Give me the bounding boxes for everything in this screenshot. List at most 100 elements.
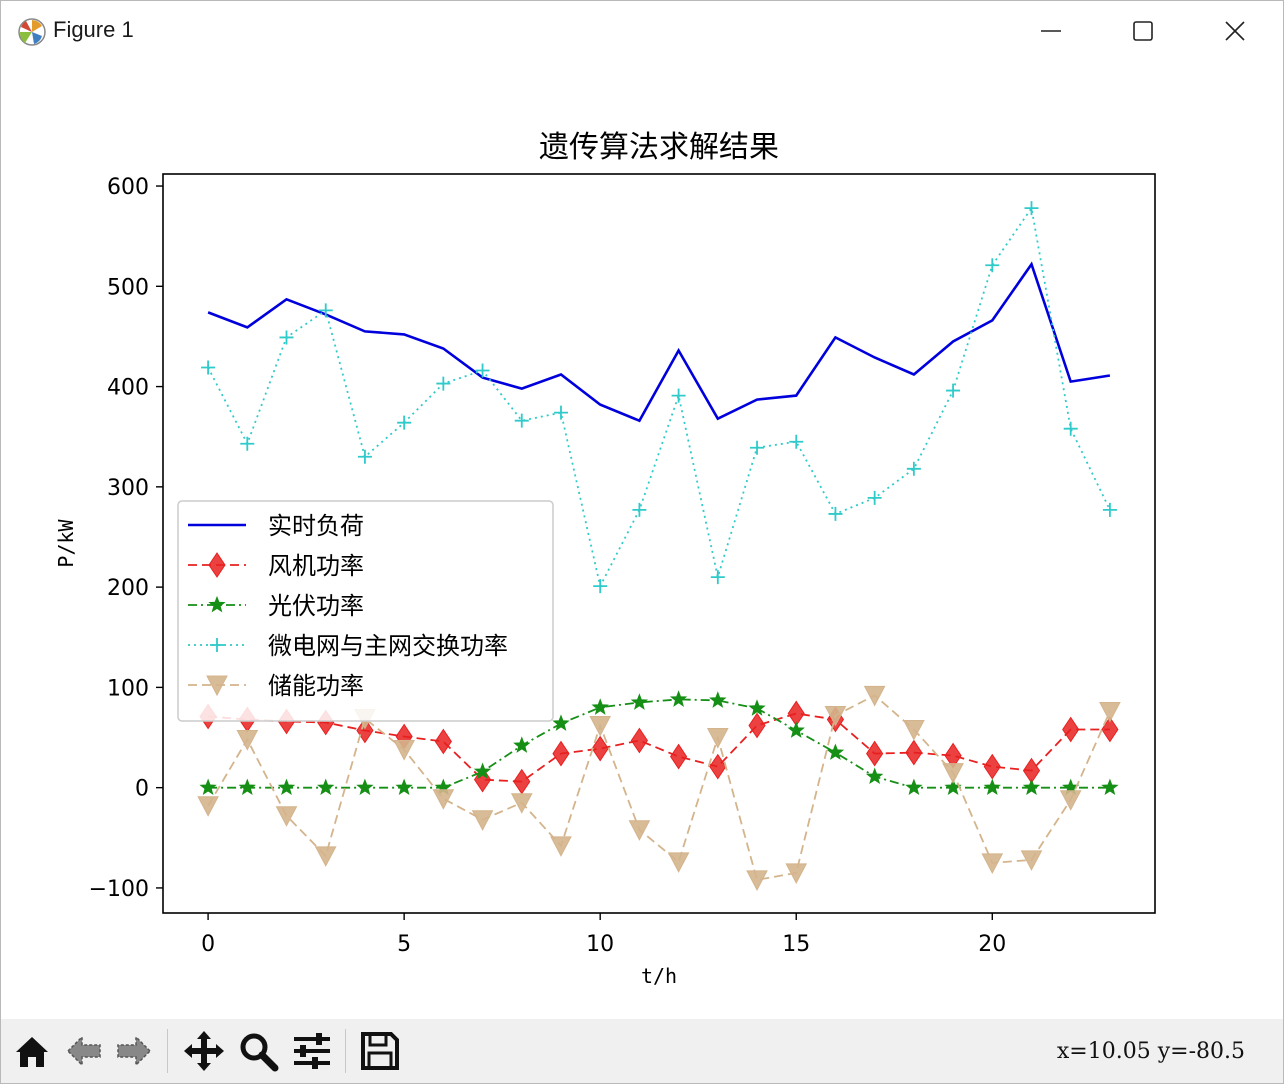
data-point <box>670 743 688 770</box>
data-point <box>906 461 921 476</box>
data-point <box>981 853 1004 874</box>
x-tick-label: 10 <box>586 932 614 957</box>
x-tick-label: 15 <box>782 932 810 957</box>
series-line <box>207 261 1111 423</box>
figure-canvas[interactable]: 遗传算法求解结果 0 5 10 15 20 −100 0 100 200 300 400 500 600… <box>1 61 1283 1019</box>
data-point <box>208 595 226 613</box>
data-point <box>710 570 725 585</box>
save-button[interactable] <box>357 1027 403 1075</box>
data-point <box>279 330 294 345</box>
data-point <box>905 778 923 795</box>
data-point <box>669 690 688 707</box>
data-point <box>591 735 609 762</box>
data-point <box>1022 778 1041 795</box>
minimize-button[interactable] <box>1005 1 1097 61</box>
toolbar-separator <box>167 1029 168 1073</box>
legend-item[interactable]: 风机功率 <box>188 552 364 580</box>
data-point <box>789 434 804 449</box>
data-point <box>983 778 1001 795</box>
data-point <box>514 413 529 428</box>
data-point <box>356 778 374 795</box>
data-point <box>318 303 333 318</box>
axis-ticks: 0 5 10 15 20 −100 0 100 200 300 400 500 600 <box>89 175 1007 957</box>
plot-frame <box>162 173 1156 914</box>
chart[interactable]: 遗传算法求解结果 0 5 10 15 20 −100 0 100 200 300 400 500 600… <box>1 61 1283 1019</box>
data-point <box>277 778 296 795</box>
data-point <box>510 793 533 814</box>
cursor-coordinates: x=10.05 y=-80.5 <box>1056 1039 1245 1064</box>
data-point <box>748 712 766 739</box>
close-icon <box>1225 21 1245 41</box>
data-point <box>210 638 224 652</box>
data-point <box>709 691 727 708</box>
y-tick-label: 0 <box>135 777 149 802</box>
y-axis-label: P/kW <box>54 518 78 567</box>
maximize-icon <box>1133 21 1153 41</box>
zoom-button[interactable] <box>235 1027 281 1075</box>
data-point <box>1099 701 1121 723</box>
x-axis-label: t/h <box>641 964 677 988</box>
legend-item[interactable]: 实时负荷 <box>188 512 364 540</box>
chart-title: 遗传算法求解结果 <box>539 130 779 165</box>
x-tick-label: 0 <box>201 932 215 957</box>
data-point <box>432 789 455 810</box>
close-button[interactable] <box>1189 1 1281 61</box>
data-point <box>863 685 886 707</box>
legend-label: 微电网与主网交换功率 <box>268 632 508 660</box>
legend-label: 光伏功率 <box>268 592 364 620</box>
data-point <box>942 763 964 784</box>
data-point <box>513 768 531 795</box>
data-point <box>1062 716 1080 743</box>
data-point <box>552 714 570 731</box>
home-button[interactable] <box>9 1027 55 1075</box>
data-point <box>785 863 808 884</box>
data-point <box>866 740 884 767</box>
data-point <box>475 363 490 378</box>
data-point <box>240 436 255 451</box>
legend-label: 实时负荷 <box>268 512 364 540</box>
data-point <box>1059 790 1082 811</box>
window-title: Figure 1 <box>53 17 134 42</box>
legend-item[interactable]: 光伏功率 <box>188 592 364 620</box>
series-line <box>208 712 1110 783</box>
back-button[interactable] <box>61 1027 107 1075</box>
data-point <box>748 699 766 716</box>
data-point <box>865 767 884 785</box>
data-point <box>208 552 226 578</box>
back-arrow-icon <box>66 1035 101 1067</box>
maximize-button[interactable] <box>1097 1 1189 61</box>
data-point <box>828 506 843 521</box>
data-point <box>824 705 847 727</box>
legend-item[interactable]: 储能功率 <box>188 672 364 700</box>
pan-button[interactable] <box>181 1027 227 1075</box>
data-point <box>706 728 729 749</box>
navigation-toolbar: x=10.05 y=-80.5 <box>1 1019 1283 1083</box>
series-4 <box>197 685 1121 891</box>
forward-button[interactable] <box>111 1027 157 1075</box>
data-point <box>553 405 568 420</box>
data-point <box>1024 201 1039 216</box>
y-tick-label: 100 <box>107 676 149 701</box>
data-point <box>393 740 415 761</box>
data-point <box>275 806 298 827</box>
home-icon <box>16 1037 48 1067</box>
data-point <box>357 449 372 464</box>
data-point <box>550 836 572 857</box>
y-tick-label: −100 <box>89 877 149 902</box>
data-point <box>436 376 451 391</box>
data-point <box>632 502 647 517</box>
y-tick-label: 400 <box>107 376 149 401</box>
y-tick-label: 600 <box>107 175 149 200</box>
data-point <box>630 693 649 710</box>
matplotlib-logo-icon <box>18 18 46 46</box>
data-point <box>397 415 412 430</box>
title-bar: Figure 1 <box>1 1 1283 61</box>
legend-item[interactable]: 微电网与主网交换功率 <box>188 632 508 660</box>
y-tick-label: 300 <box>107 476 149 501</box>
configure-subplots-button[interactable] <box>289 1027 335 1075</box>
minimize-icon <box>1041 30 1061 32</box>
legend-label: 储能功率 <box>268 672 364 700</box>
configure-subplots-icon <box>294 1033 330 1069</box>
